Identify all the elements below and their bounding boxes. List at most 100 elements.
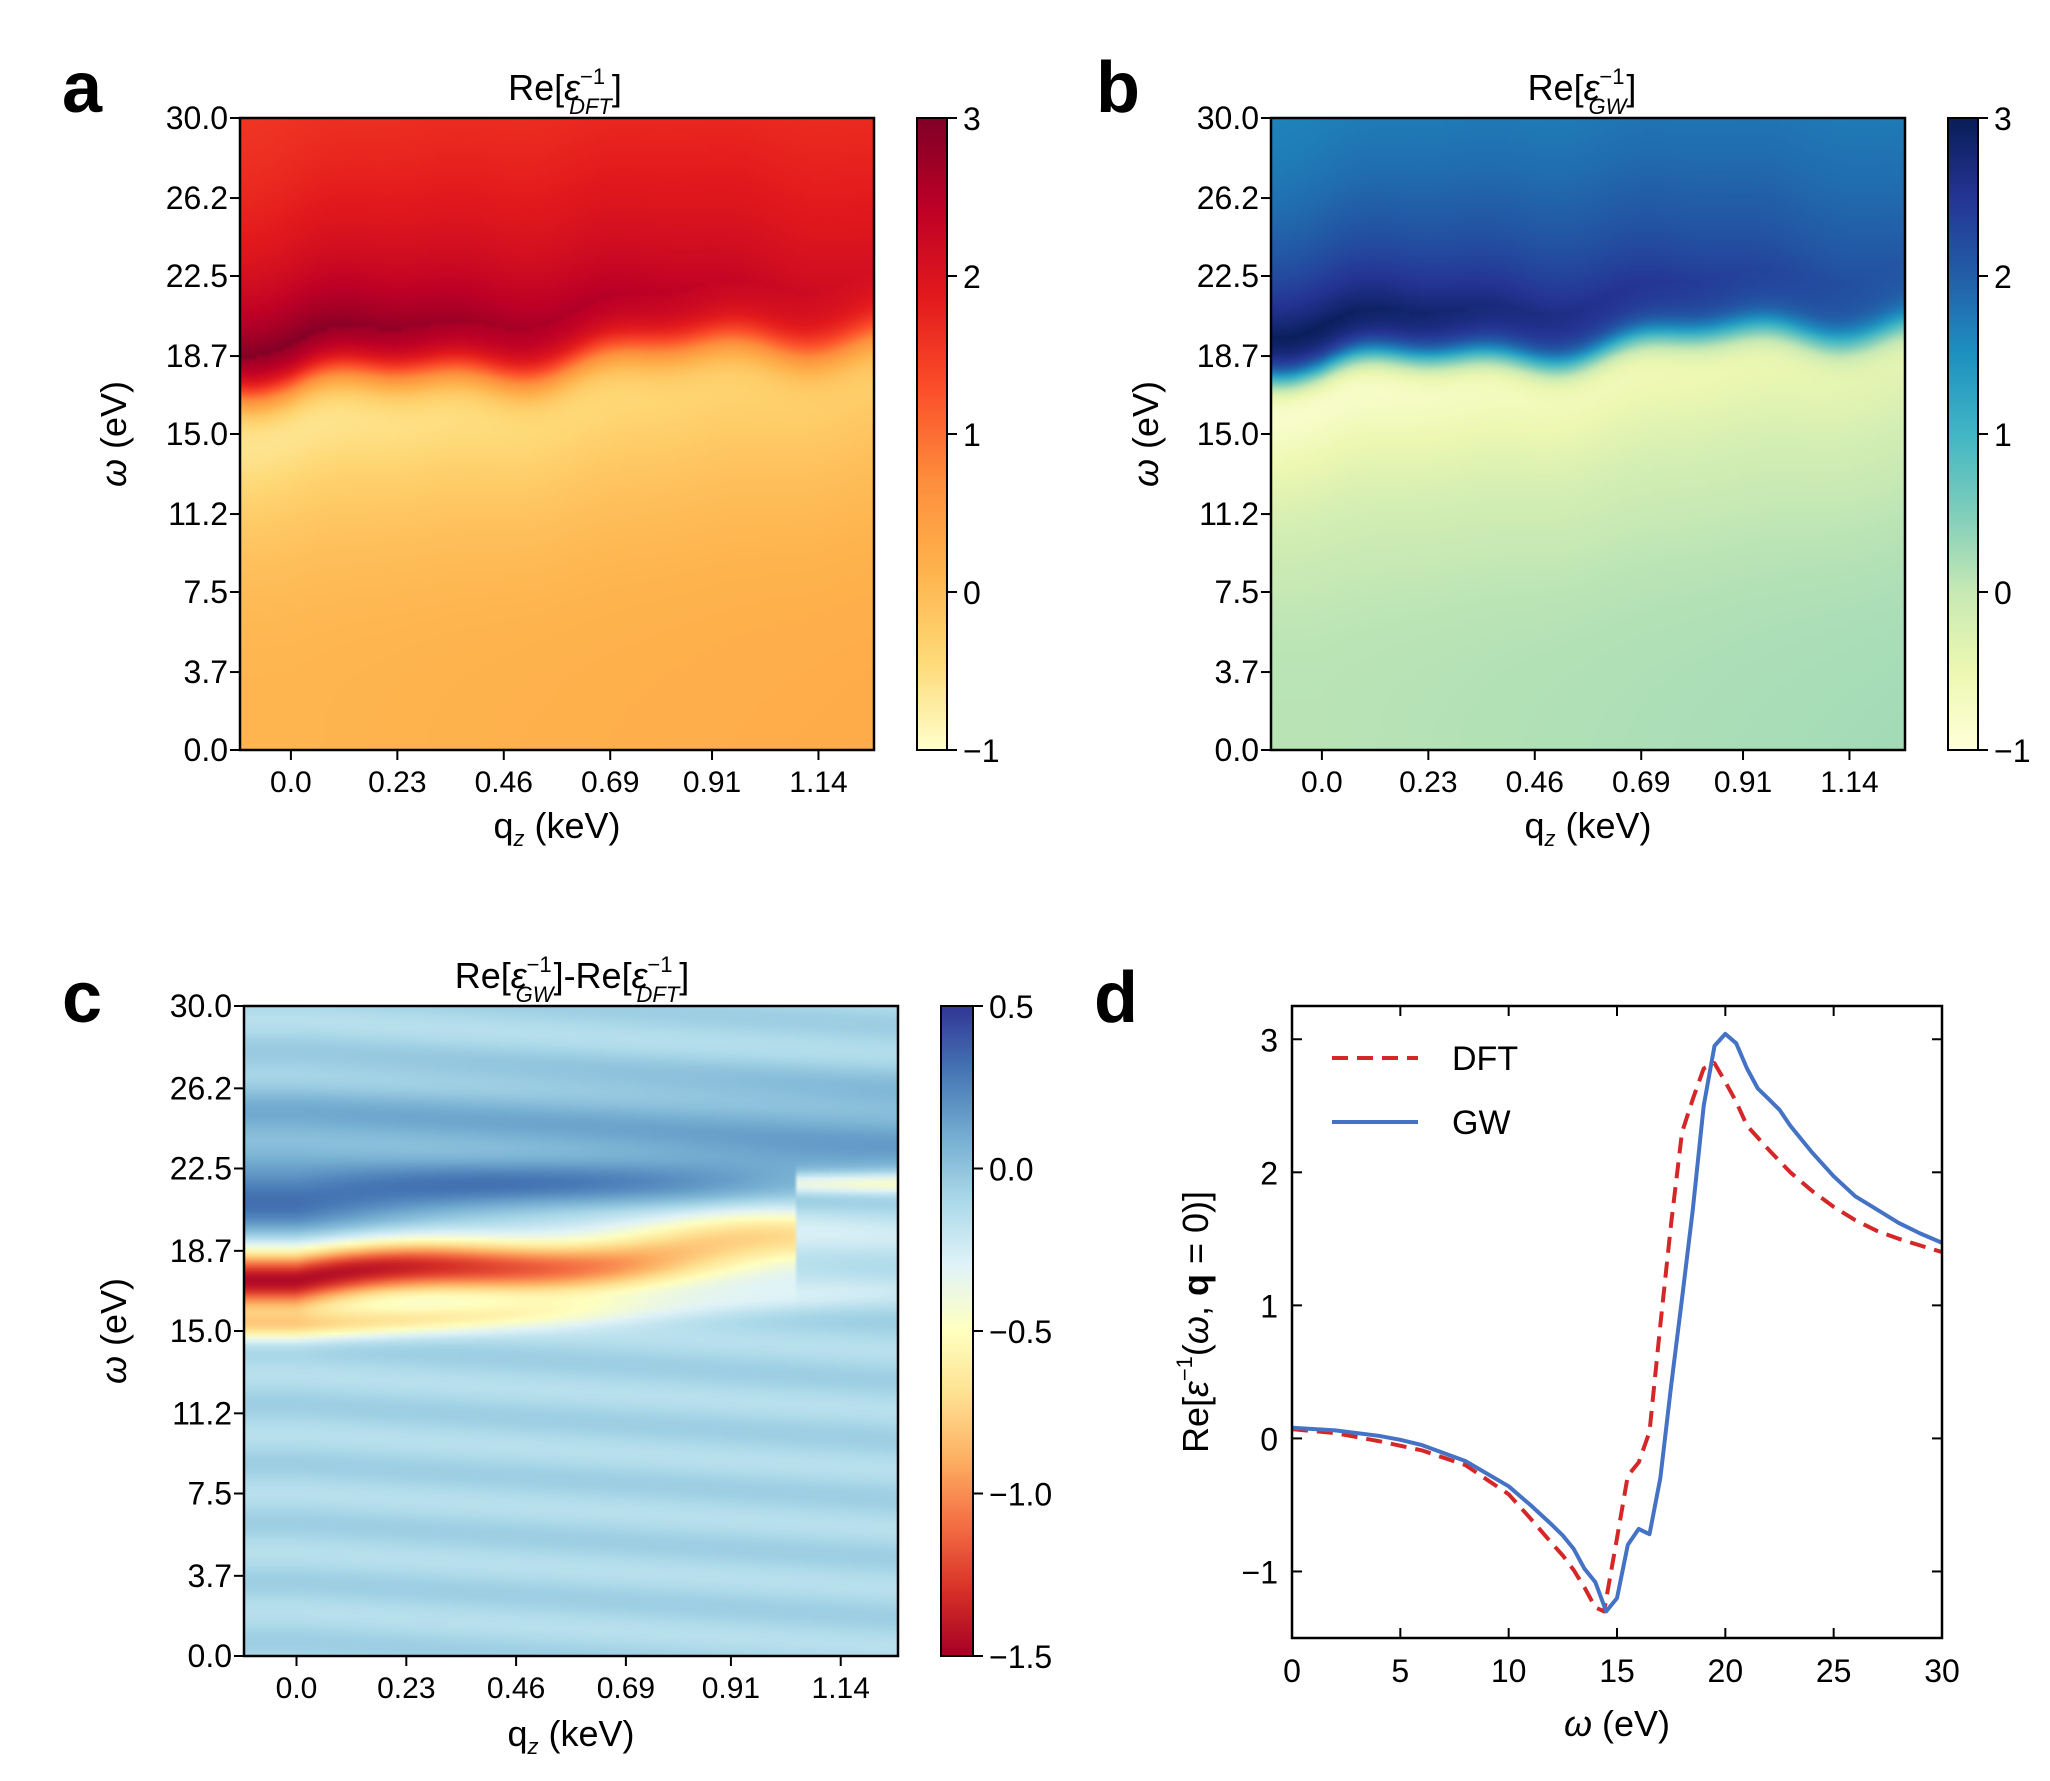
x-tick-label-b: 0.0: [1301, 766, 1343, 799]
y-tick-label-c: 15.0: [170, 1313, 232, 1349]
x-ticks-c: 0.0 0.23 0.46 0.69 0.91 1.14: [276, 1656, 870, 1705]
x-tick-label-d: 0: [1283, 1653, 1301, 1689]
colorbar-tick-label-b: 3: [1994, 101, 2012, 137]
y-tick-label-a: 7.5: [184, 574, 228, 610]
colorbar-tick-label-a: 3: [963, 101, 981, 137]
y-tick-label-a: 26.2: [166, 180, 228, 216]
y-tick-label-d: −1: [1242, 1554, 1278, 1590]
panel-b: b Re[ε−1 GW] 30.026.222.518.715.011.27.53…: [1096, 48, 2030, 851]
colorbar-a-ticks: 3 2 1 0 −1: [947, 101, 999, 769]
x-tick-label-b: 0.69: [1612, 766, 1670, 799]
y-tick-label-c: 0.0: [188, 1638, 232, 1674]
x-tick-label-d: 20: [1708, 1653, 1744, 1689]
y-tick-label-a: 11.2: [168, 496, 228, 532]
ticks-d: 0 5 10 15 20 25 30 −1 0 1 2 3: [1242, 1006, 1960, 1689]
x-tick-label-d: 30: [1924, 1653, 1960, 1689]
y-tick-label-b: 26.2: [1197, 180, 1259, 216]
x-tick-label-d: 5: [1391, 1653, 1409, 1689]
y-tick-label-b: 7.5: [1215, 574, 1259, 610]
colorbar-tick-label-c: 0.0: [989, 1152, 1033, 1188]
x-tick-label-b: 0.91: [1714, 766, 1772, 799]
x-tick-label-d: 10: [1491, 1653, 1527, 1689]
x-ticks-b: 0.0 0.23 0.46 0.69 0.91 1.14: [1301, 750, 1879, 799]
colorbar-c: [940, 1005, 974, 1657]
x-axis-label-d: ω (eV): [1564, 1703, 1670, 1744]
panel-a-letter: a: [62, 48, 103, 128]
colorbar-b-ticks: 3 2 1 0 −1: [1978, 101, 2030, 769]
heatmap-c: [244, 1006, 898, 1656]
y-tick-label-a: 18.7: [166, 338, 228, 374]
panel-c-title: Re[ε−1 GW]-Re[ε−1 DFT]: [455, 952, 690, 1007]
line-plot-d: [1292, 1031, 1942, 1614]
colorbar-c-ticks: 0.5 0.0 −0.5 −1.0 −1.5: [973, 989, 1052, 1675]
colorbar-tick-label-c: −1.0: [989, 1477, 1052, 1513]
y-tick-label-d: 0: [1260, 1421, 1278, 1457]
colorbar-tick-label-b: −1: [1994, 733, 2030, 769]
x-tick-label-a: 0.69: [581, 766, 639, 799]
colorbar-tick-label-a: 2: [963, 259, 981, 295]
y-tick-label-a: 30.0: [166, 100, 228, 136]
y-tick-label-b: 15.0: [1197, 416, 1259, 452]
panel-c-letter: c: [62, 958, 102, 1038]
x-tick-label-c: 1.14: [812, 1672, 870, 1705]
heatmap-b: [1271, 118, 1905, 750]
panel-a-title: Re[ε−1 DFT]: [508, 64, 622, 119]
y-tick-label-a: 3.7: [184, 654, 228, 690]
x-tick-label-c: 0.0: [276, 1672, 318, 1705]
x-tick-label-d: 25: [1816, 1653, 1852, 1689]
x-tick-label-b: 0.46: [1506, 766, 1564, 799]
x-tick-label-d: 15: [1599, 1653, 1635, 1689]
y-tick-label-b: 11.2: [1199, 496, 1259, 532]
x-tick-label-c: 0.23: [377, 1672, 435, 1705]
x-ticks-a: 0.0 0.23 0.46 0.69 0.91 1.14: [270, 750, 848, 799]
panel-b-letter: b: [1096, 48, 1140, 128]
series-line-dft: [1292, 1061, 1942, 1614]
y-tick-label-c: 26.2: [170, 1070, 232, 1106]
y-ticks-b: 30.0 26.2 22.5 18.7 15.0 11.2 7.5 3.7 0.0: [1197, 100, 1271, 768]
x-axis-label-a: qz (keV): [493, 805, 620, 851]
x-tick-label-a: 0.23: [368, 766, 426, 799]
colorbar-tick-label-c: −1.5: [989, 1639, 1052, 1675]
y-tick-label-c: 22.5: [170, 1151, 232, 1187]
y-tick-label-b: 0.0: [1215, 732, 1259, 768]
y-tick-label-d: 1: [1260, 1288, 1278, 1324]
legend-label-dft: DFT: [1452, 1040, 1518, 1078]
y-axis-label-a: ω (eV): [93, 381, 134, 487]
x-tick-label-c: 0.46: [487, 1672, 545, 1705]
colorbar-tick-label-a: 0: [963, 575, 981, 611]
y-tick-label-a: 0.0: [184, 732, 228, 768]
y-tick-label-d: 2: [1260, 1155, 1278, 1191]
legend-d: DFT GW: [1332, 1040, 1518, 1142]
y-tick-label-b: 22.5: [1197, 258, 1259, 294]
x-tick-label-a: 1.14: [789, 766, 847, 799]
x-tick-label-a: 0.91: [683, 766, 741, 799]
y-tick-label-c: 11.2: [172, 1395, 232, 1431]
x-tick-label-b: 1.14: [1820, 766, 1878, 799]
colorbar-tick-label-b: 2: [1994, 259, 2012, 295]
x-tick-label-a: 0.0: [270, 766, 312, 799]
colorbar-tick-label-c: −0.5: [989, 1314, 1052, 1350]
colorbar-b: [1947, 117, 1979, 751]
y-tick-label-d: 3: [1260, 1022, 1278, 1058]
y-tick-label-b: 30.0: [1197, 100, 1259, 136]
x-tick-label-c: 0.91: [702, 1672, 760, 1705]
colorbar-tick-label-c: 0.5: [989, 989, 1033, 1025]
panel-d: d 0 5 10 15 20 25 30 −1 0 1 2 3 Re[ε−1(ω, q = 0)] ω…: [1094, 958, 1960, 1744]
y-tick-label-a: 22.5: [166, 258, 228, 294]
x-tick-label-a: 0.46: [475, 766, 533, 799]
panel-b-title: Re[ε−1 GW]: [1528, 64, 1637, 119]
x-tick-label-c: 0.69: [597, 1672, 655, 1705]
panel-a: a Re[ε−1 DFT] 30.026.222.518.715.011.27.5…: [62, 48, 999, 851]
y-tick-label-c: 30.0: [170, 988, 232, 1024]
y-tick-label-c: 18.7: [170, 1233, 232, 1269]
x-tick-label-b: 0.23: [1399, 766, 1457, 799]
panel-c: c Re[ε−1 GW]-Re[ε−1 DFT] 30.0 26.2 22.5 18.7 1…: [62, 952, 1052, 1759]
colorbar-tick-label-b: 0: [1994, 575, 2012, 611]
heatmap-a: [240, 118, 874, 750]
x-axis-label-b: qz (keV): [1524, 805, 1651, 851]
y-tick-label-b: 3.7: [1215, 654, 1259, 690]
y-tick-label-c: 7.5: [188, 1476, 232, 1512]
panel-d-letter: d: [1094, 958, 1138, 1038]
y-ticks-a: 30.0 26.2 22.5 18.7 15.0 11.2 7.5 3.7 0.0: [166, 100, 240, 768]
